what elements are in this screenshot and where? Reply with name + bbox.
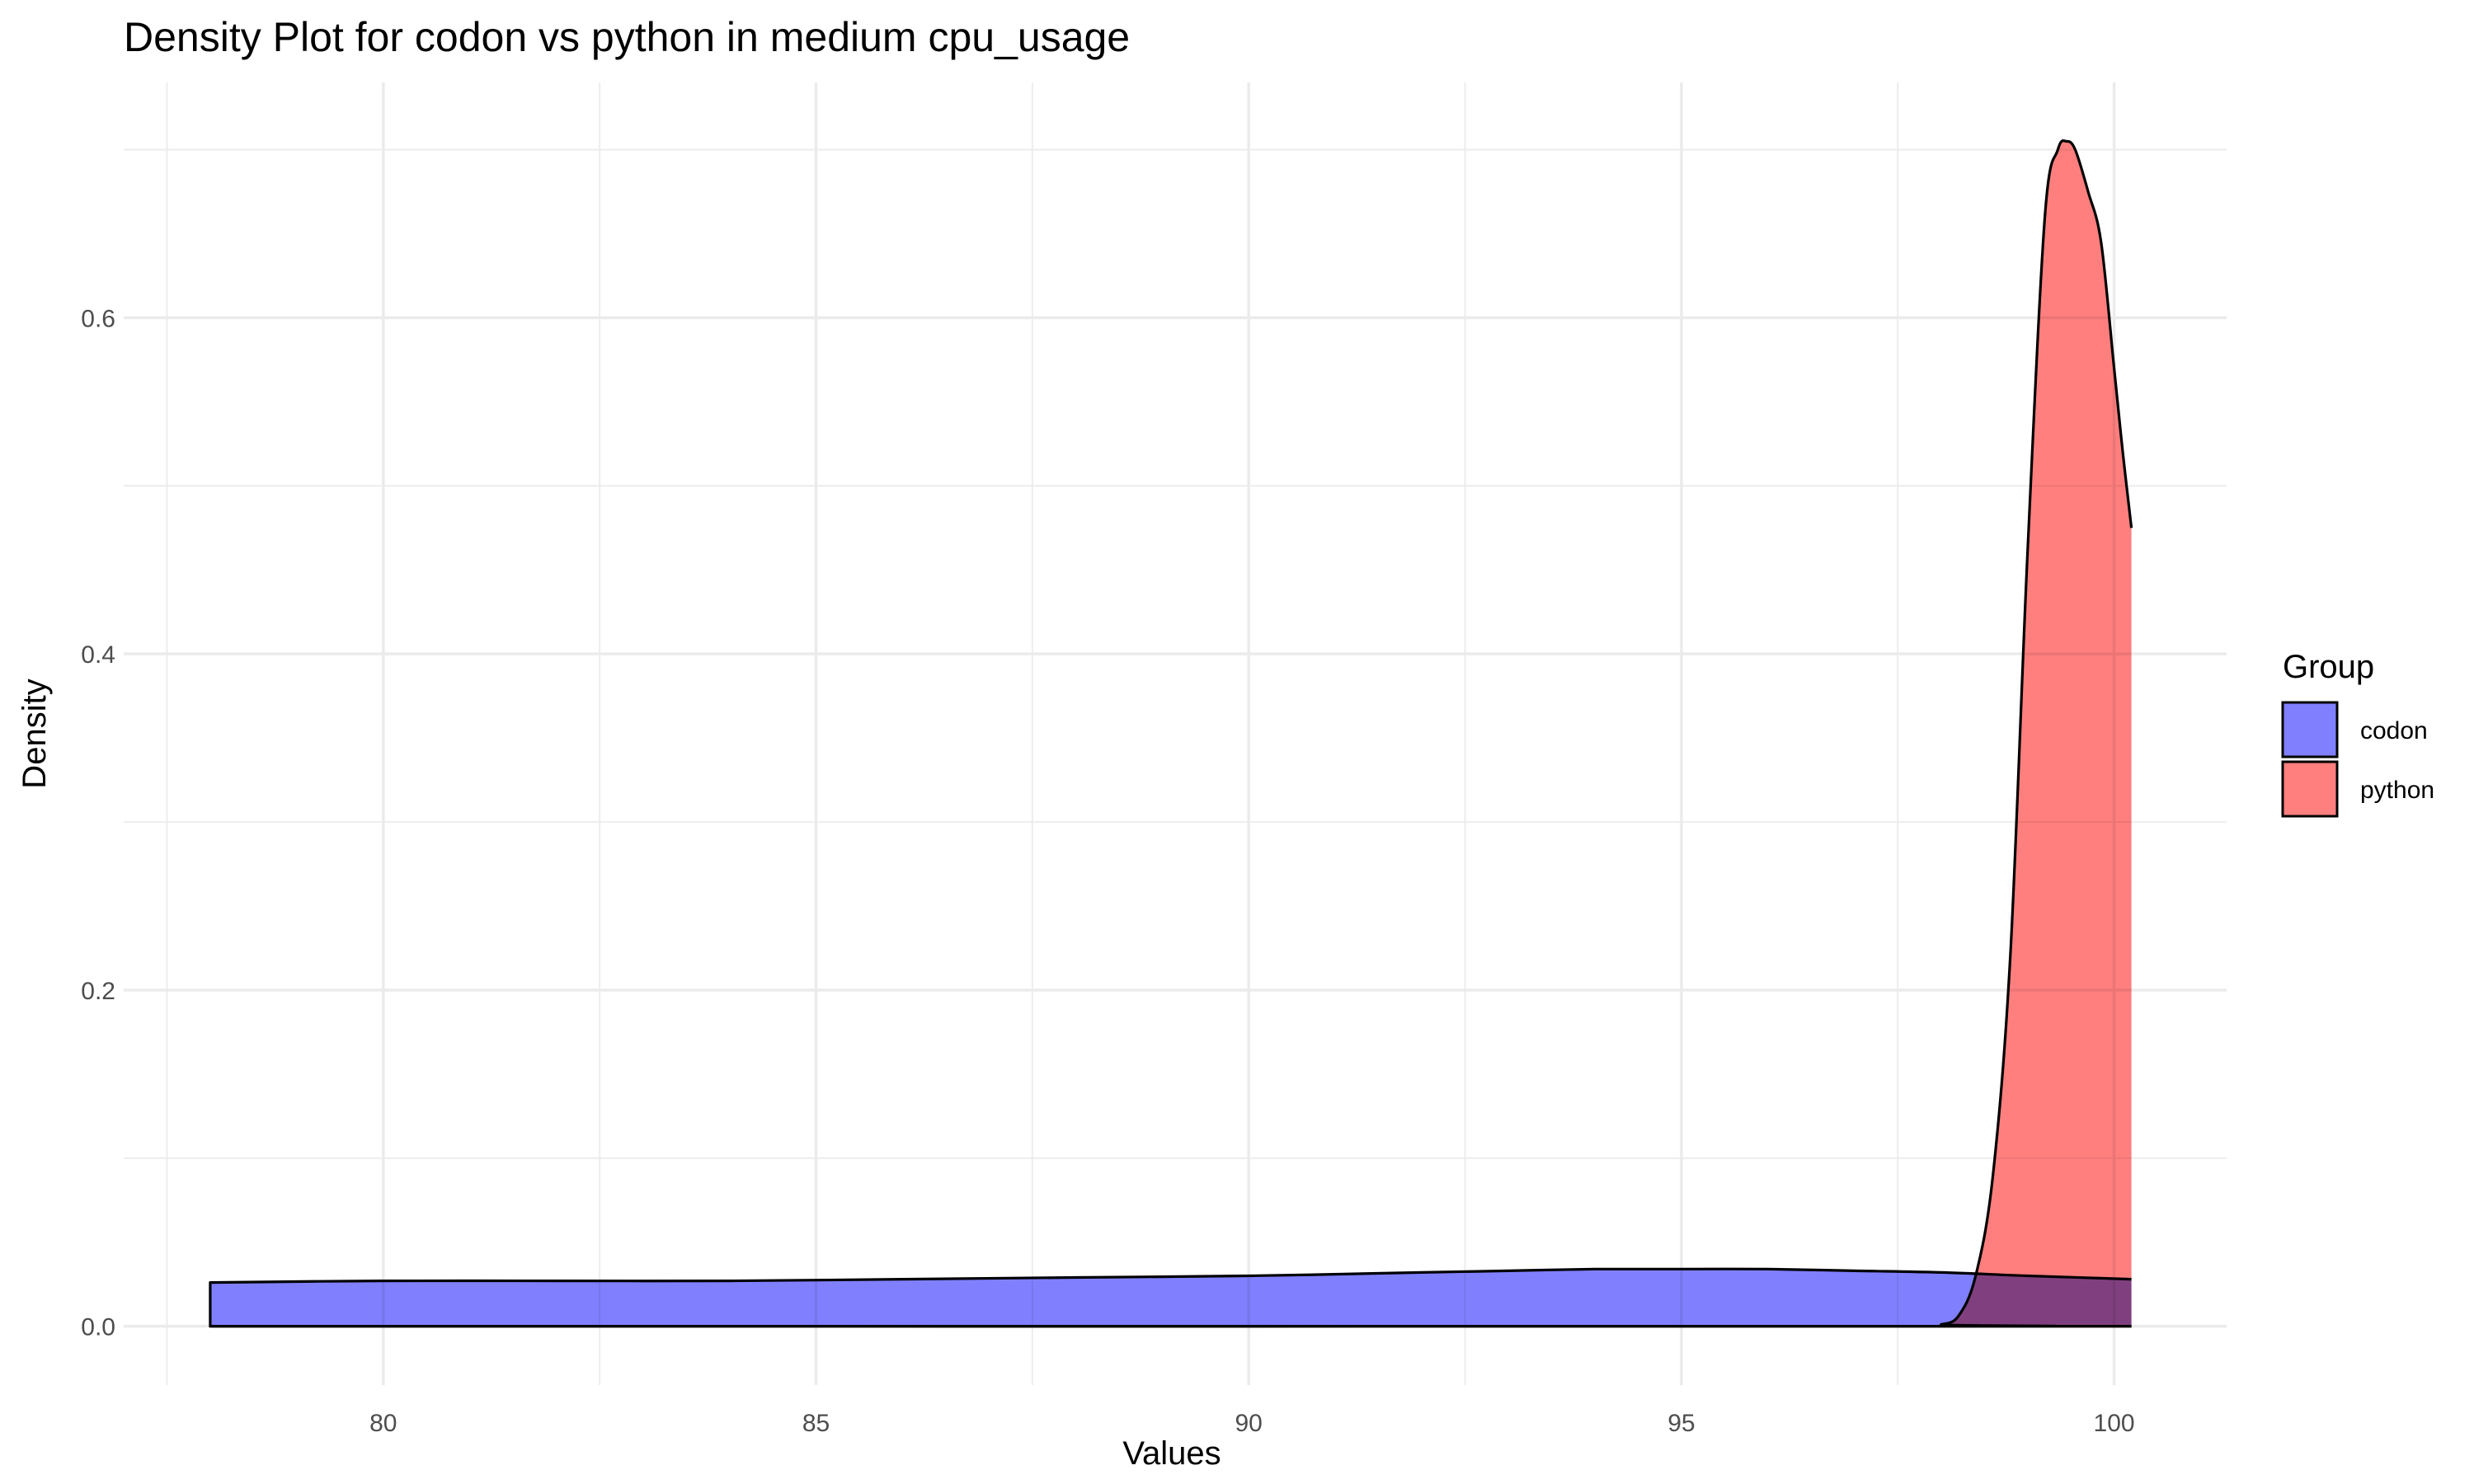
x-tick-label: 95 bbox=[1667, 1410, 1695, 1437]
legend-key-codon bbox=[2281, 701, 2339, 758]
grid-layer bbox=[124, 82, 2227, 1385]
legend-title: Group bbox=[2283, 649, 2374, 685]
chart-title: Density Plot for codon vs python in medi… bbox=[124, 14, 1130, 60]
x-tick-label: 80 bbox=[369, 1410, 397, 1437]
y-axis-title: Density bbox=[16, 679, 53, 788]
x-tick-label: 85 bbox=[802, 1410, 830, 1437]
y-tick-label: 0.2 bbox=[81, 978, 115, 1005]
legend-label-python: python bbox=[2360, 777, 2434, 804]
legend: Group codon python bbox=[2281, 649, 2434, 818]
axis-layer: 80 85 90 95 100 0.0 0.2 0.4 0.6 bbox=[81, 305, 2134, 1437]
density-line-python bbox=[209, 139, 2133, 1328]
y-tick-label: 0.0 bbox=[81, 1314, 115, 1341]
y-tick-label: 0.4 bbox=[81, 641, 115, 669]
y-tick-label: 0.6 bbox=[81, 305, 115, 332]
density-line-codon bbox=[209, 1267, 2132, 1328]
legend-label-codon: codon bbox=[2360, 717, 2428, 744]
x-tick-label: 100 bbox=[2094, 1410, 2135, 1437]
series-layer bbox=[209, 139, 2133, 1328]
legend-key-python bbox=[2281, 760, 2339, 818]
x-tick-label: 90 bbox=[1235, 1410, 1263, 1437]
x-axis-title: Values bbox=[1122, 1435, 1221, 1472]
density-area-codon bbox=[209, 1269, 2132, 1327]
